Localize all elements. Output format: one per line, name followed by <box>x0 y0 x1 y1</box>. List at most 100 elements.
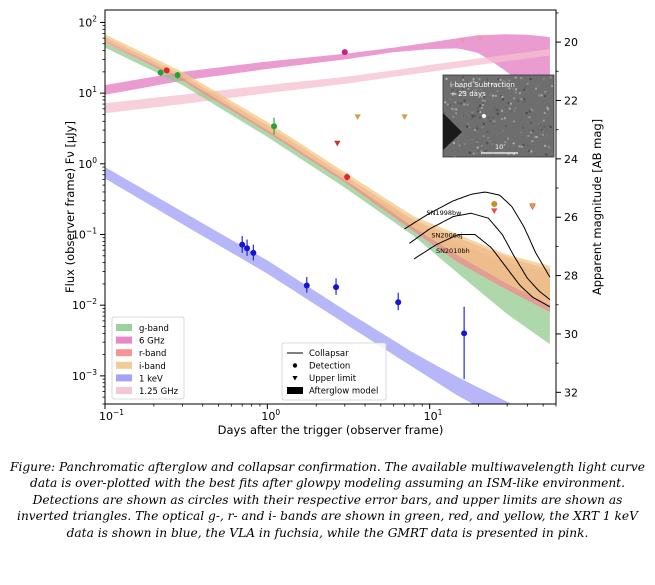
inset-noise-pixel <box>524 86 527 89</box>
inset-noise-pixel <box>518 92 521 95</box>
inset-noise-pixel <box>523 100 526 103</box>
detection-point <box>395 299 402 306</box>
inset-title-1: i-band Subtraction <box>450 81 515 89</box>
legend-label: g-band <box>139 324 169 334</box>
inset-noise-pixel <box>549 125 552 128</box>
upper-limit-marker <box>354 114 361 120</box>
inset-noise-pixel <box>449 98 452 101</box>
inset-noise-pixel <box>544 95 547 98</box>
inset-noise-pixel <box>463 143 466 146</box>
inset-source <box>481 113 487 119</box>
inset-noise-pixel <box>486 142 489 145</box>
inset-noise-pixel <box>529 131 532 134</box>
right-tick-label: 26 <box>564 211 578 224</box>
legend-label: 6 GHz <box>139 337 165 347</box>
inset-noise-pixel <box>453 79 456 82</box>
inset-noise-pixel <box>537 94 540 97</box>
inset-noise-pixel <box>480 144 483 147</box>
inset-noise-pixel <box>479 116 482 119</box>
inset-noise-pixel <box>478 78 481 81</box>
inset-noise-pixel <box>467 87 470 90</box>
legend-triangle-symbol <box>292 376 298 381</box>
inset-noise-pixel <box>535 136 538 139</box>
inset-noise-pixel <box>516 99 519 102</box>
inset-noise-pixel <box>459 102 462 105</box>
inset-noise-pixel <box>525 112 528 115</box>
inset-noise-pixel <box>515 88 518 91</box>
inset-noise-pixel <box>479 84 482 87</box>
inset-noise-pixel <box>474 138 477 141</box>
band-i-band <box>105 34 550 306</box>
inset-noise-pixel <box>475 139 478 142</box>
inset-noise-pixel <box>468 151 471 154</box>
inset-noise-pixel <box>477 149 480 152</box>
inset-noise-pixel <box>452 115 455 118</box>
inset-noise-pixel <box>499 147 502 150</box>
inset-noise-pixel <box>507 153 510 156</box>
inset-noise-pixel <box>482 96 485 99</box>
inset-noise-pixel <box>453 108 456 111</box>
legend-swatch <box>116 387 132 394</box>
inset-noise-pixel <box>493 120 496 123</box>
collapsar-curves <box>404 191 551 308</box>
inset-noise-pixel <box>484 149 487 152</box>
right-tick-label: 22 <box>564 94 578 107</box>
inset-noise-pixel <box>462 92 465 95</box>
y-axis-label: Flux (observer frame) Fν [μJy] <box>63 121 77 293</box>
inset-noise-pixel <box>505 124 508 127</box>
inset-noise-pixel <box>523 98 526 101</box>
inset-noise-pixel <box>502 80 505 83</box>
inset-noise-pixel <box>545 153 548 156</box>
inset-noise-pixel <box>520 77 523 80</box>
marker-legend: Collapsar Detection Upper limit Afterglow m… <box>281 342 387 401</box>
inset-noise-pixel <box>500 95 503 98</box>
inset-noise-pixel <box>458 93 461 96</box>
inset-noise-pixel <box>538 122 541 125</box>
detection-point <box>244 245 251 252</box>
inset-noise-pixel <box>534 135 537 138</box>
inset-noise-pixel <box>501 98 504 101</box>
inset-noise-pixel <box>508 79 511 82</box>
inset-noise-pixel <box>471 138 474 141</box>
legend-label: Upper limit <box>309 374 357 384</box>
inset-noise-pixel <box>455 108 458 111</box>
detection-point <box>250 249 257 256</box>
inset-noise-pixel <box>482 82 485 85</box>
inset-noise-pixel <box>457 102 460 105</box>
upper-limit-marker <box>529 203 536 209</box>
inset-noise-pixel <box>497 132 500 135</box>
inset-noise-pixel <box>463 103 466 106</box>
inset-noise-pixel <box>489 93 492 96</box>
axes: 10−1 100 101 102 101 100 10−1 10−2 10−3 20 22 24 26 2… <box>72 12 578 423</box>
inset-noise-pixel <box>510 81 513 84</box>
inset-noise-pixel <box>499 78 502 81</box>
inset-noise-pixel <box>476 146 479 149</box>
inset-noise-pixel <box>456 90 459 93</box>
y-tick-label: 100 <box>78 156 97 171</box>
inset-noise-pixel <box>472 152 475 155</box>
x-tick-label: 10−1 <box>99 408 124 423</box>
inset-noise-pixel <box>520 131 523 134</box>
inset-noise-pixel <box>449 104 452 107</box>
inset-noise-pixel <box>482 101 485 104</box>
inset-noise-pixel <box>461 76 464 79</box>
inset-noise-pixel <box>531 140 534 143</box>
inset-noise-pixel <box>523 88 526 91</box>
inset-noise-pixel <box>546 106 549 109</box>
inset-noise-pixel <box>521 145 524 148</box>
inset-noise-pixel <box>451 90 454 93</box>
inset-noise-pixel <box>509 102 512 105</box>
inset-noise-pixel <box>507 102 510 105</box>
inset-noise-pixel <box>551 85 554 88</box>
inset-noise-pixel <box>471 111 474 114</box>
upper-limit-marker <box>459 37 467 44</box>
inset-noise-pixel <box>534 83 537 86</box>
inset-noise-pixel <box>542 77 545 80</box>
legend-label: r-band <box>139 349 166 359</box>
detection-point <box>344 174 351 181</box>
inset-noise-pixel <box>549 76 552 79</box>
inset-noise-pixel <box>454 101 457 104</box>
inset-noise-pixel <box>500 118 503 121</box>
inset-noise-pixel <box>491 82 494 85</box>
detection-point <box>303 282 310 289</box>
